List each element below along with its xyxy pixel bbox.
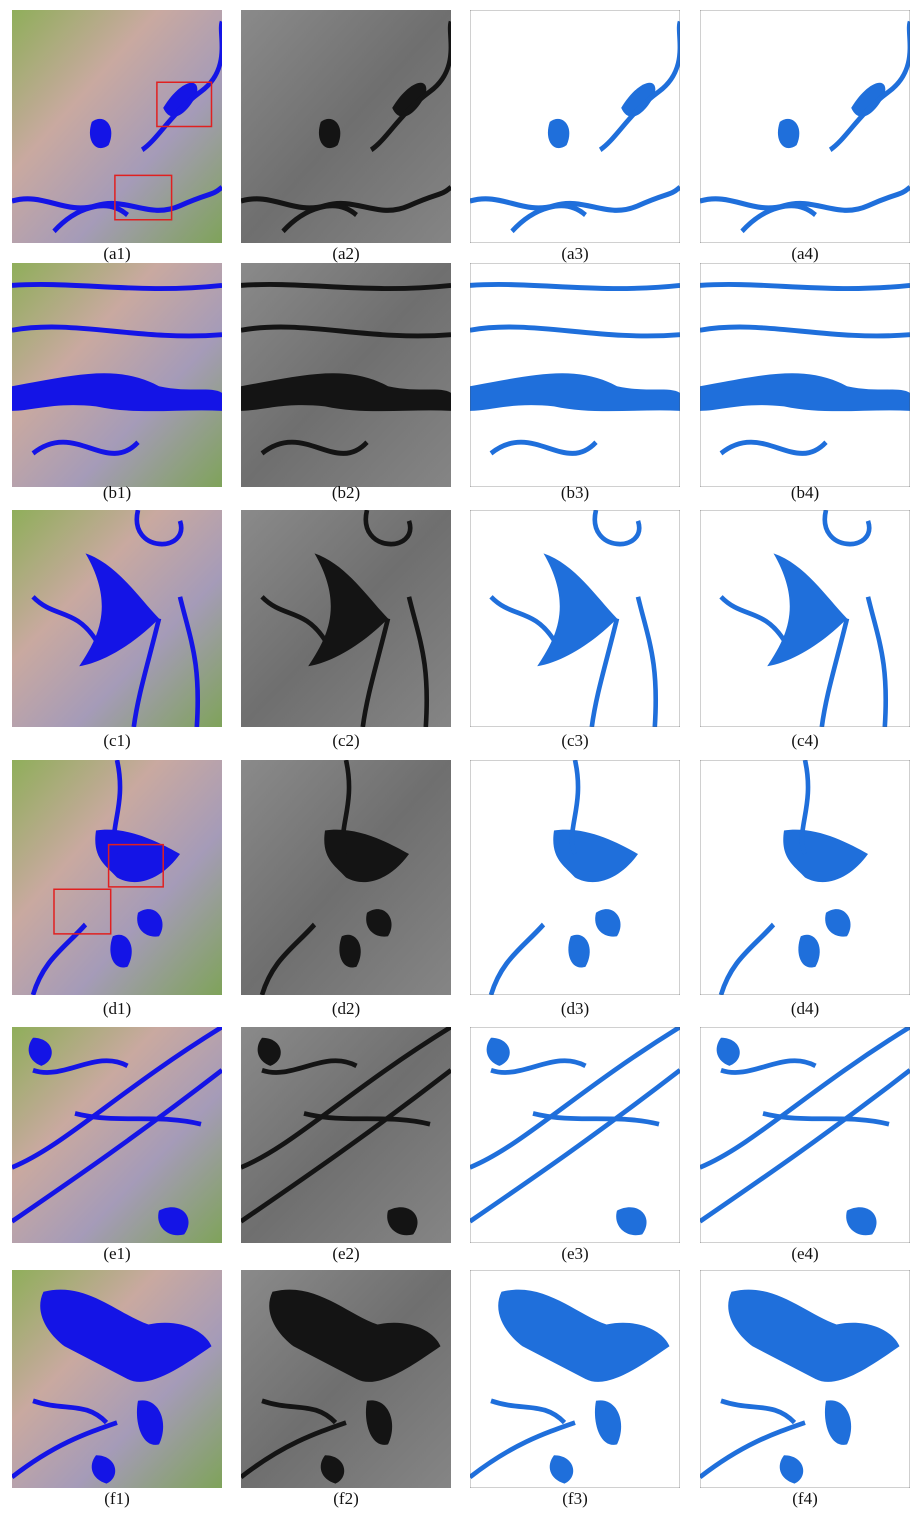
image-panel	[12, 263, 222, 487]
panel-label: (f1)	[104, 1489, 129, 1508]
image-panel	[470, 1270, 680, 1488]
panel-label: (c2)	[332, 731, 359, 750]
image-panel	[470, 10, 680, 243]
water-body	[90, 119, 111, 148]
water-body	[319, 119, 340, 148]
panel-label: (c4)	[791, 731, 818, 750]
image-panel	[470, 760, 680, 995]
panel-label: (e2)	[332, 1244, 359, 1263]
image-panel	[700, 510, 910, 727]
panel-label: (f4)	[792, 1489, 817, 1508]
image-panel	[241, 1270, 451, 1488]
page: (a1) (a2) (a3) (a4) (b1) (b2) (b3) (b4) (c1) (c2)…	[0, 0, 911, 1512]
image-panel	[241, 510, 451, 727]
panel-label: (b3)	[561, 483, 589, 502]
image-panel	[241, 263, 451, 487]
panel-label: (a4)	[791, 244, 818, 263]
panel-label: (e3)	[561, 1244, 588, 1263]
panel-label: (a2)	[332, 244, 359, 263]
figure: (a1) (a2) (a3) (a4) (b1) (b2) (b3) (b4) (c1) (c2)…	[0, 0, 911, 1512]
image-panel	[241, 10, 451, 243]
panel-label: (f2)	[333, 1489, 358, 1508]
image-panel	[700, 1270, 910, 1488]
image-panel	[470, 510, 680, 727]
panel-label: (c3)	[561, 731, 588, 750]
panel-label: (a1)	[103, 244, 130, 263]
panel-label: (d1)	[103, 999, 131, 1018]
image-panel	[12, 760, 222, 995]
panel-label: (b1)	[103, 483, 131, 502]
image-panel	[470, 263, 680, 487]
panel-label: (a3)	[561, 244, 588, 263]
water-body	[778, 119, 799, 148]
panel-label: (b2)	[332, 483, 360, 502]
panel-label: (f3)	[562, 1489, 587, 1508]
panel-label: (e1)	[103, 1244, 130, 1263]
image-panel	[12, 510, 222, 727]
panel-label: (d4)	[791, 999, 819, 1018]
water-body	[548, 119, 569, 148]
image-panel	[12, 1270, 222, 1488]
image-panel	[700, 263, 910, 487]
image-panel	[470, 1027, 680, 1243]
panel-label: (d2)	[332, 999, 360, 1018]
image-panel	[12, 10, 222, 243]
panel-label: (b4)	[791, 483, 819, 502]
image-panel	[700, 10, 910, 243]
image-panel	[700, 1027, 910, 1243]
image-panel	[241, 760, 451, 995]
panel-label: (c1)	[103, 731, 130, 750]
image-panel	[12, 1027, 222, 1243]
image-panel	[700, 760, 910, 995]
panel-label: (d3)	[561, 999, 589, 1018]
panel-label: (e4)	[791, 1244, 818, 1263]
image-panel	[241, 1027, 451, 1243]
